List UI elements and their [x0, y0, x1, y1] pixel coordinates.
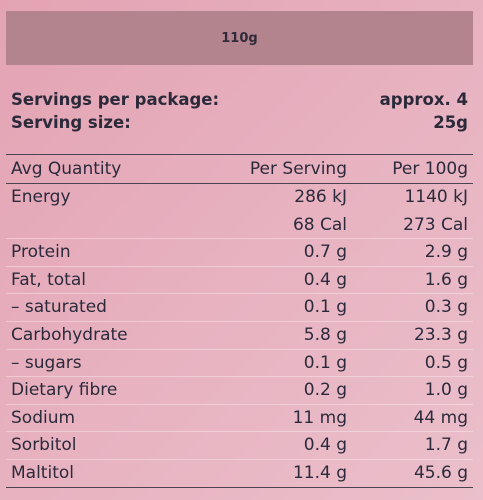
servings-value: approx. 4 — [379, 90, 468, 109]
per-100g-value: 0.3 g — [424, 297, 468, 318]
nutrition-table-body: Energy 286 kJ 1140 kJ 68 Cal 273 Cal Pro… — [6, 184, 473, 488]
per-serving-value: 286 kJ — [294, 187, 347, 207]
servings-per-package-row: Servings per package: approx. 4 — [11, 88, 468, 111]
per-100g-value: 1.6 g — [424, 269, 468, 290]
per-serving-value: 5.8 g — [303, 324, 347, 345]
table-row: Fat, total 0.4 g 1.6 g — [6, 267, 473, 295]
per-serving-value: 0.7 g — [303, 242, 347, 263]
per-100g-value: 1140 kJ — [404, 187, 468, 207]
nutrient-name: Maltitol — [11, 462, 74, 483]
serving-size-label: Serving size: — [11, 113, 131, 132]
per-100g-value: 23.3 g — [413, 324, 468, 345]
table-row: Energy 286 kJ 1140 kJ — [11, 184, 468, 212]
table-row: Sodium 11 mg 44 mg — [6, 405, 473, 433]
nutrient-name: Carbohydrate — [11, 324, 128, 345]
serving-size-row: Serving size: 25g — [11, 111, 468, 134]
nutrient-name: Dietary fibre — [11, 380, 118, 401]
row-separator — [6, 431, 473, 433]
table-row: Dietary fibre 0.2 g 1.0 g — [6, 377, 473, 405]
per-100g-value: 1.7 g — [424, 435, 468, 456]
weight-banner: 110g — [6, 11, 473, 65]
per-serving-value: 11 mg — [292, 407, 347, 428]
per-100g-value: 45.6 g — [413, 462, 468, 483]
header-avg-quantity: Avg Quantity — [11, 159, 122, 179]
nutrient-name: Sodium — [11, 407, 76, 428]
per-100g-value: 0.5 g — [424, 352, 468, 373]
nutrient-name: Energy — [11, 187, 71, 207]
per-100g-value: 2.9 g — [424, 242, 468, 263]
table-header-divider — [6, 183, 473, 184]
nutrient-name: – sugars — [11, 352, 82, 373]
row-separator — [6, 238, 473, 240]
per-serving-value: 11.4 g — [292, 462, 347, 483]
table-row: Protein 0.7 g 2.9 g — [6, 239, 473, 267]
table-row: 68 Cal 273 Cal — [6, 212, 473, 240]
table-row: – sugars 0.1 g 0.5 g — [6, 350, 473, 378]
row-separator — [6, 293, 473, 295]
table-row: Carbohydrate 5.8 g 23.3 g — [6, 322, 473, 350]
row-separator — [6, 320, 473, 322]
nutrient-name: Protein — [11, 242, 71, 263]
table-row: Maltitol 11.4 g 45.6 g — [11, 460, 468, 488]
row-separator — [6, 265, 473, 267]
row-separator — [6, 458, 473, 460]
per-serving-value: 0.4 g — [303, 269, 347, 290]
per-100g-value: 44 mg — [413, 407, 468, 428]
per-100g-value: 273 Cal — [403, 214, 468, 235]
nutrient-name: Sorbitol — [11, 435, 77, 456]
table-header: Avg Quantity Per Serving Per 100g — [11, 157, 468, 181]
servings-label: Servings per package: — [11, 90, 220, 109]
serving-size-value: 25g — [433, 113, 468, 132]
per-serving-value: 0.1 g — [303, 352, 347, 373]
table-top-divider — [6, 154, 473, 155]
row-separator — [6, 348, 473, 350]
per-serving-value: 0.4 g — [303, 435, 347, 456]
nutrient-name: – saturated — [11, 297, 107, 318]
serving-summary: Servings per package: approx. 4 Serving … — [11, 88, 468, 134]
per-serving-value: 68 Cal — [292, 214, 347, 235]
header-per-100g: Per 100g — [392, 159, 468, 179]
per-serving-value: 0.1 g — [303, 297, 347, 318]
table-bottom-divider — [6, 487, 473, 488]
net-weight: 110g — [221, 30, 258, 46]
table-row: – saturated 0.1 g 0.3 g — [6, 294, 473, 322]
header-per-serving: Per Serving — [249, 159, 347, 179]
nutrient-name: Fat, total — [11, 269, 86, 290]
row-separator — [6, 403, 473, 405]
row-separator — [6, 376, 473, 378]
per-100g-value: 1.0 g — [424, 380, 468, 401]
table-row: Sorbitol 0.4 g 1.7 g — [6, 432, 473, 460]
per-serving-value: 0.2 g — [303, 380, 347, 401]
